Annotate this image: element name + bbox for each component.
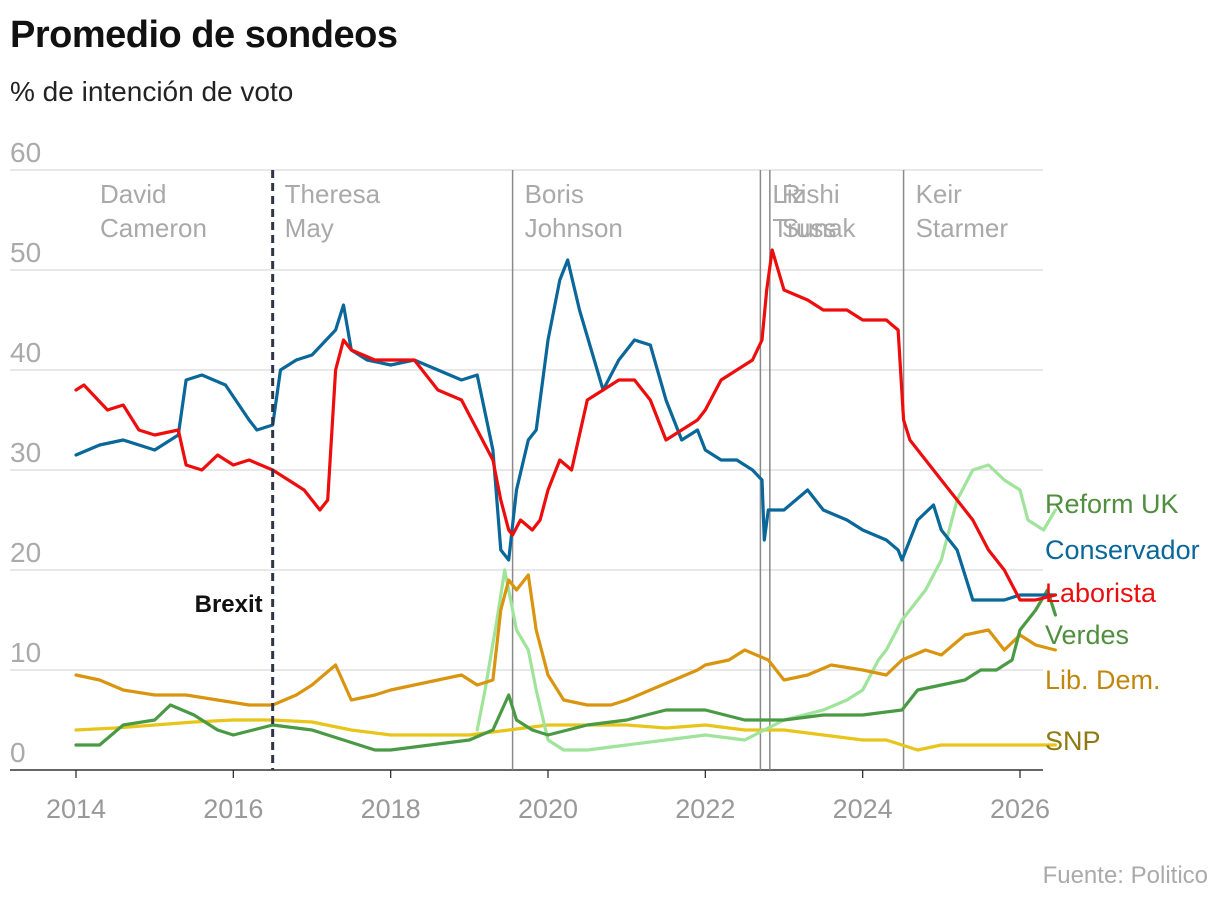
- chart-subtitle: % de intención de voto: [10, 76, 294, 107]
- x-tick-label: 2014: [46, 794, 106, 824]
- pm-label: Liz Truss: [772, 179, 836, 243]
- series-label: SNP: [1045, 726, 1101, 756]
- x-tick-label: 2022: [675, 794, 735, 824]
- series-line-snp: [74, 718, 1057, 752]
- x-tick-label: 2016: [203, 794, 263, 824]
- series-line-conservador: [74, 258, 1057, 602]
- pm-label: David Cameron: [100, 179, 207, 243]
- y-tick-label: 40: [10, 337, 41, 368]
- y-tick-label: 10: [10, 637, 41, 668]
- x-tick-label: 2020: [518, 794, 578, 824]
- series-label: Conservador: [1045, 535, 1200, 565]
- series-label: Laborista: [1045, 578, 1157, 608]
- y-tick-label: 30: [10, 437, 41, 468]
- x-tick-label: 2018: [361, 794, 421, 824]
- pm-label: Boris Johnson: [525, 179, 623, 243]
- x-tick-label: 2026: [990, 794, 1050, 824]
- series-line-laborista: [74, 248, 1057, 602]
- series-label: Lib. Dem.: [1045, 665, 1161, 695]
- chart-title: Promedio de sondeos: [10, 14, 398, 56]
- series-line-verdes: [74, 588, 1057, 752]
- y-tick-label: 20: [10, 537, 41, 568]
- y-tick-label: 60: [10, 137, 41, 168]
- pm-label: Rishi Sunak: [782, 179, 857, 243]
- y-tick-label: 50: [10, 237, 41, 268]
- y-tick-label: 0: [10, 737, 26, 768]
- series-line-lib-dem-: [74, 573, 1057, 707]
- series-label: Verdes: [1045, 620, 1129, 650]
- source-note: Fuente: Politico: [1042, 862, 1208, 889]
- x-tick-label: 2024: [833, 794, 893, 824]
- series-line-reform-uk: [475, 463, 1057, 752]
- pm-label: Theresa May: [285, 179, 381, 243]
- brexit-label: Brexit: [195, 591, 263, 618]
- pm-label: Keir Starmer: [916, 179, 1009, 243]
- series-label: Reform UK: [1045, 489, 1179, 519]
